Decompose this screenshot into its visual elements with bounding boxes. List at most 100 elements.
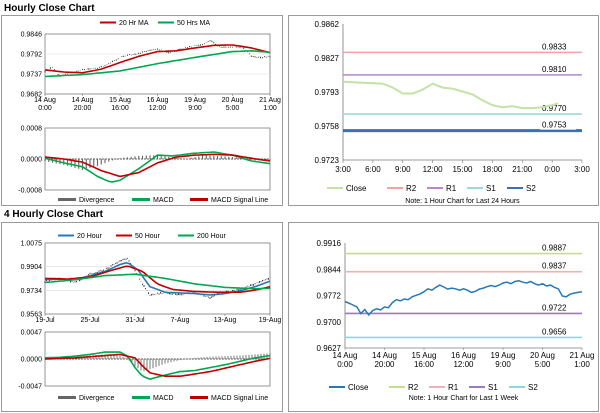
- four-hourly-price-x-tick-label: 19-Jul: [35, 317, 55, 324]
- hourly-macd-divergence-bar: [63, 159, 65, 165]
- hourly-pivot-x-tick-label: 0:00: [544, 165, 560, 174]
- four-hourly-macd-legend-label: MACD: [153, 395, 174, 402]
- hourly-macd-divergence-bar: [93, 159, 95, 167]
- hourly-pivot-x-tick-label: 18:00: [482, 165, 503, 174]
- hourly-price-y-tick-label: 0.9792: [21, 52, 43, 59]
- four-hourly-macd-y-tick-label: 0.0000: [21, 357, 43, 364]
- four-hourly-price-legend-label: 20 Hour: [77, 233, 103, 240]
- hourly-macd-divergence-bar: [231, 157, 234, 159]
- four-hourly-price-legend-label: 50 Hour: [135, 233, 161, 240]
- hourly-macd-divergence-bar: [104, 159, 106, 164]
- four-hourly-price-x-tick-label: 19-Aug: [259, 317, 282, 324]
- four-hourly-macd-divergence-bar: [194, 357, 196, 359]
- four-hourly-macd-divergence-bar: [209, 356, 211, 359]
- four-hourly-macd-legend-label: MACD Signal Line: [211, 395, 268, 402]
- four-hourly-pivot-legend-label: Close: [348, 383, 369, 392]
- hourly-macd-divergence-bar: [126, 157, 129, 159]
- four-hourly-macd-divergence-bar: [203, 357, 205, 359]
- four-hourly-chart-frame: [1, 222, 283, 412]
- hourly-macd-divergence-bar: [239, 157, 241, 159]
- four-hourly-macd-macd-line: [44, 351, 271, 380]
- four-hourly-macd-divergence-bar: [176, 359, 178, 361]
- hourly-price-x-tick-label: 14 Aug 20:00: [72, 97, 94, 112]
- hourly-pivot-level-label: 0.9753: [542, 121, 567, 130]
- four-hourly-macd-divergence-bar: [257, 354, 259, 359]
- four-hourly-macd-divergence-bar: [125, 358, 127, 359]
- four-hourly-pivot-x-tick-label: 20 Aug 5:00: [530, 351, 555, 369]
- hourly-macd-divergence-bar: [111, 159, 114, 161]
- four-hourly-chart-title: 4 Hourly Close Chart: [4, 209, 103, 220]
- hourly-macd-divergence-bar: [250, 159, 252, 160]
- four-hourly-macd-divergence-bar: [206, 356, 208, 359]
- four-hourly-pivot-level-label-bg: [540, 242, 576, 253]
- hourly-macd-divergence-bar: [205, 155, 207, 159]
- four-hourly-pivot-x-tick-label: 16 Aug 12:00: [451, 351, 476, 369]
- four-hourly-macd-divergence-bar: [197, 357, 199, 359]
- four-hourly-pivot-level-label: 0.9656: [542, 327, 567, 336]
- four-hourly-pivot-level-label: 0.9837: [542, 262, 567, 271]
- four-hourly-pivot-x-tick-label: 19 Aug 9:00: [491, 351, 516, 369]
- four-hourly-price-x-tick-label: 31-Jul: [125, 317, 145, 324]
- hourly-macd-divergence-bar: [48, 159, 50, 163]
- four-hourly-pivot-x-tick-label: 14 Aug 0:00: [333, 351, 358, 369]
- hourly-pivot-legend-label: R2: [406, 184, 417, 193]
- four-hourly-pivot-x-tick-label: 15 Aug 16:00: [412, 351, 437, 369]
- four-hourly-pivot-legend-label: R2: [408, 383, 419, 392]
- four-hourly-price-ma-line: [44, 265, 271, 293]
- four-hourly-macd-y-tick-label: -0.0047: [18, 384, 42, 391]
- four-hourly-macd-divergence-bar: [218, 356, 220, 359]
- hourly-pivot-y-tick-label: 0.9862: [315, 20, 340, 29]
- hourly-macd-divergence-bar: [138, 155, 140, 159]
- hourly-macd-divergence-bar: [70, 159, 72, 167]
- four-hourly-pivot-y-tick-label: 0.9627: [317, 344, 342, 353]
- hourly-macd-divergence-bar: [156, 155, 159, 159]
- hourly-macd-divergence-bar: [164, 156, 166, 159]
- hourly-macd-divergence-bar: [209, 155, 211, 159]
- hourly-price-y-tick-label: 0.9737: [21, 72, 43, 79]
- four-hourly-pivot-y-tick-label: 0.9916: [317, 239, 342, 248]
- hourly-macd-divergence-bar: [235, 157, 237, 159]
- four-hourly-macd-divergence-bar: [107, 354, 109, 359]
- hourly-macd-divergence-bar: [254, 159, 256, 161]
- four-hourly-macd-divergence-bar: [158, 359, 160, 366]
- hourly-macd-divergence-bar: [179, 158, 181, 159]
- hourly-macd-divergence-bar: [224, 156, 226, 159]
- hourly-chart-title: Hourly Close Chart: [4, 3, 95, 14]
- four-hourly-macd-divergence-bar: [254, 354, 256, 359]
- hourly-macd-divergence-bar: [190, 157, 192, 159]
- hourly-pivot-level-label-bg: [540, 63, 576, 74]
- hourly-pivot-x-tick-label: 3:00: [574, 165, 590, 174]
- hourly-pivot-level-label-bg: [540, 103, 576, 114]
- hourly-macd-divergence-bar: [100, 159, 102, 165]
- four-hourly-macd-divergence-bar: [116, 355, 118, 359]
- hourly-price-legend-label: 50 Hrs MA: [177, 20, 210, 27]
- hourly-macd-y-tick-label: 0.0000: [21, 157, 43, 164]
- hourly-pivot-level-label-bg: [540, 41, 576, 52]
- hourly-macd-divergence-bar: [44, 159, 46, 162]
- hourly-macd-divergence-bar: [145, 155, 147, 159]
- four-hourly-macd-y-tick-label: 0.0047: [21, 330, 43, 337]
- four-hourly-macd-divergence-bar: [170, 359, 172, 363]
- four-hourly-macd-divergence-bar: [248, 354, 250, 359]
- four-hourly-macd-divergence-bar: [95, 355, 97, 359]
- four-hourly-pivot-level-label: 0.9887: [542, 244, 567, 253]
- four-hourly-pivot-legend-label: R1: [448, 383, 459, 392]
- four-hourly-pivot-level-label-bg: [540, 260, 576, 271]
- hourly-macd-y-tick-label: -0.0008: [18, 188, 42, 195]
- four-hourly-pivot-y-tick-label: 0.9700: [317, 318, 342, 327]
- four-hourly-pivot-close-line: [344, 280, 583, 317]
- four-hourly-macd-signal-line: [44, 353, 271, 377]
- four-hourly-macd-divergence-bar: [233, 355, 235, 359]
- hourly-macd-y-tick-label: 0.0008: [21, 126, 43, 133]
- hourly-pivot-level-label: 0.9770: [542, 104, 567, 113]
- hourly-macd-divergence-bar: [201, 155, 204, 159]
- hourly-macd-divergence-bar: [160, 155, 162, 159]
- four-hourly-price-y-tick-label: 1.0075: [21, 241, 43, 248]
- hourly-macd-divergence-bar: [183, 158, 185, 160]
- hourly-price-x-tick-label: 21 Aug 1:00: [259, 97, 281, 112]
- hourly-price-ma-line: [44, 49, 271, 78]
- hourly-macd-divergence-bar: [168, 156, 170, 159]
- hourly-macd-divergence-bar: [198, 156, 200, 159]
